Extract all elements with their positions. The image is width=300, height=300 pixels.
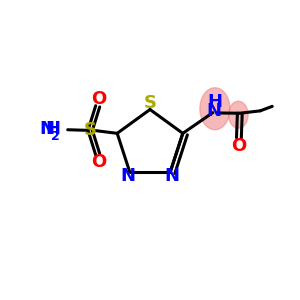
Text: S: S: [143, 94, 157, 112]
Ellipse shape: [200, 88, 230, 130]
Text: H: H: [208, 93, 223, 111]
Text: S: S: [84, 121, 97, 139]
Text: O: O: [231, 136, 247, 154]
Text: N: N: [164, 167, 179, 185]
Text: 2: 2: [51, 130, 60, 143]
Text: N: N: [121, 167, 136, 185]
Text: O: O: [92, 90, 107, 108]
Ellipse shape: [229, 101, 248, 128]
Text: O: O: [92, 152, 107, 170]
Text: H: H: [45, 120, 60, 138]
Text: N: N: [39, 120, 54, 138]
Text: N: N: [206, 102, 221, 120]
